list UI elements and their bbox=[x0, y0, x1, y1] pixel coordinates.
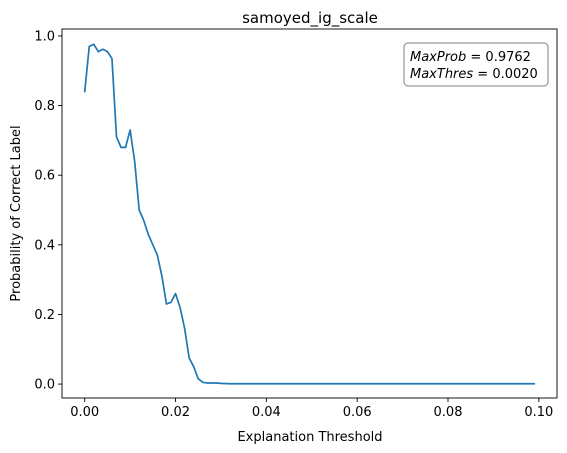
annotation-box: MaxProb = 0.9762 MaxThres = 0.0020 bbox=[403, 42, 549, 87]
y-tick-label: 0.2 bbox=[34, 308, 55, 323]
x-axis: 0.00 0.02 0.04 0.06 0.08 0.10 bbox=[70, 398, 553, 420]
annotation-max-thres: MaxThres = 0.0020 bbox=[410, 67, 538, 82]
y-tick-label: 0.0 bbox=[34, 378, 55, 393]
series-line bbox=[83, 43, 536, 385]
annotation-max-prob-value: = 0.9762 bbox=[466, 50, 531, 65]
x-tick-label: 0.06 bbox=[343, 405, 372, 420]
chart-title: samoyed_ig_scale bbox=[242, 9, 378, 28]
y-tick-label: 1.0 bbox=[34, 29, 55, 44]
x-tick-label: 0.10 bbox=[524, 405, 553, 420]
x-tick-label: 0.00 bbox=[70, 405, 99, 420]
x-tick-label: 0.04 bbox=[252, 405, 281, 420]
plot-frame bbox=[61, 28, 558, 399]
y-tick-label: 0.8 bbox=[34, 99, 55, 114]
y-tick-label: 0.6 bbox=[34, 169, 55, 184]
annotation-max-thres-value: = 0.0020 bbox=[473, 67, 538, 82]
y-axis-label: Probability of Correct Label bbox=[9, 125, 24, 301]
y-axis: 0.0 0.2 0.4 0.6 0.8 1.0 bbox=[34, 29, 62, 393]
x-tick-label: 0.08 bbox=[434, 405, 463, 420]
annotation-max-thres-name: MaxThres bbox=[410, 67, 473, 82]
x-axis-label: Explanation Threshold bbox=[237, 430, 382, 445]
y-tick-label: 0.4 bbox=[34, 238, 55, 253]
annotation-max-prob-name: MaxProb bbox=[410, 50, 466, 65]
x-tick-label: 0.02 bbox=[161, 405, 190, 420]
annotation-max-prob: MaxProb = 0.9762 bbox=[410, 50, 531, 65]
